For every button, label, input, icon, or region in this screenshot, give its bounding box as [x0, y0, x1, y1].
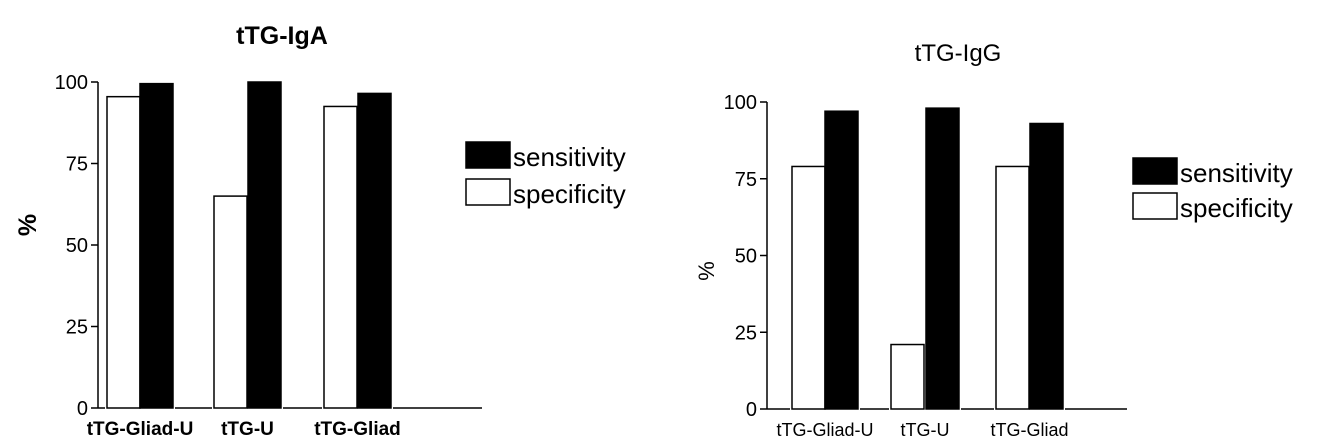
y-axis-label: %: [694, 261, 719, 281]
bar-sensitivity-ttg-gliad-u: [139, 82, 174, 409]
legend-swatch-specificity: [1132, 192, 1178, 220]
legend-swatch-sensitivity: [465, 141, 511, 169]
y-tick-label: 50: [735, 246, 757, 268]
chart-title: tTG-IgA: [236, 22, 328, 50]
x-tick-label: tTG-Gliad: [990, 420, 1068, 440]
y-tick-label: 100: [55, 72, 88, 94]
chart-2: tTG-IgG% 0 25 50 75 100 tTG-Gliad-U tTG-U tTG-Gl…: [694, 40, 1293, 440]
y-tick-label: 0: [77, 398, 88, 420]
chart-title: tTG-IgG: [915, 40, 1002, 67]
y-axis-label: %: [14, 214, 42, 236]
bar-sensitivity-ttg-gliad: [357, 92, 392, 409]
legend-label-specificity: specificity: [1180, 193, 1293, 223]
legend-label-sensitivity: sensitivity: [513, 142, 626, 172]
legend-label-specificity: specificity: [513, 179, 626, 209]
x-tick-label: tTG-U: [901, 420, 950, 440]
bar-sensitivity-ttg-u: [247, 81, 282, 409]
bar-specificity-ttg-u: [890, 343, 925, 410]
legend-swatch-specificity: [465, 178, 511, 206]
chart-1: tTG-IgA% 0 25 50 75 100 tTG-Gliad-U tTG-U tTG-Gl…: [14, 22, 626, 440]
bar-sensitivity-ttg-gliad-u: [824, 110, 859, 410]
x-tick-label: tTG-U: [221, 419, 274, 440]
y-tick-label: 75: [66, 154, 88, 176]
y-tick-label: 100: [724, 92, 757, 114]
y-tick-label: 25: [735, 322, 757, 344]
bar-specificity-ttg-gliad: [323, 105, 358, 409]
bar-specificity-ttg-gliad: [995, 165, 1030, 410]
legend-swatch-sensitivity: [1132, 157, 1178, 185]
x-tick-label: tTG-Gliad: [314, 419, 401, 440]
bar-specificity-ttg-gliad-u: [106, 95, 141, 409]
bar-specificity-ttg-u: [213, 195, 248, 409]
y-tick-label: 75: [735, 169, 757, 191]
x-tick-label: tTG-Gliad-U: [776, 420, 873, 440]
bar-specificity-ttg-gliad-u: [791, 165, 826, 410]
y-tick-label: 25: [66, 317, 88, 339]
bar-sensitivity-ttg-gliad: [1029, 122, 1064, 410]
y-tick-label: 50: [66, 235, 88, 257]
legend-label-sensitivity: sensitivity: [1180, 158, 1293, 188]
x-tick-label: tTG-Gliad-U: [87, 419, 194, 440]
bar-sensitivity-ttg-u: [925, 107, 960, 410]
y-tick-label: 0: [746, 399, 757, 421]
